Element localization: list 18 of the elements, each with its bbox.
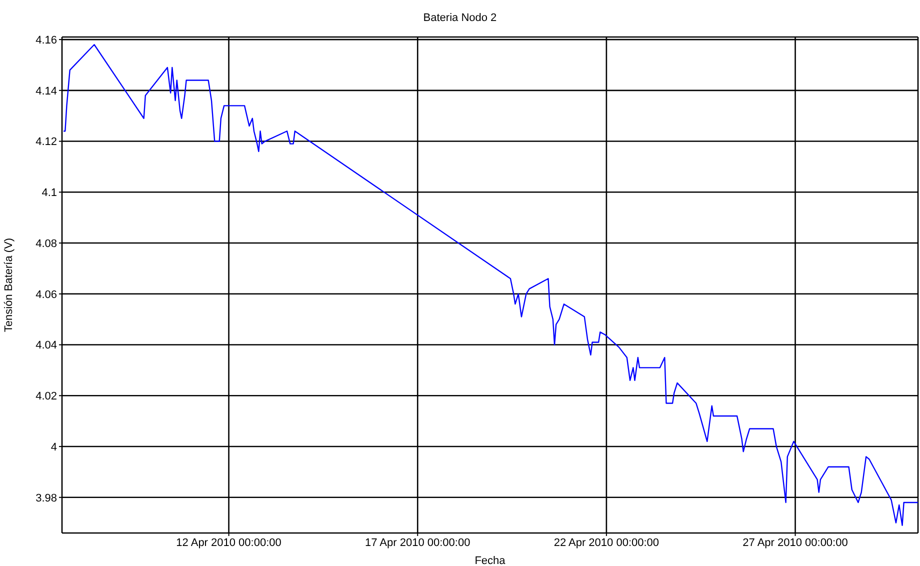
y-tick-label: 4.14 [36, 85, 57, 98]
y-tick-label: 4.08 [36, 238, 57, 250]
x-axis-title: Fecha [474, 555, 506, 566]
y-axis-title: Tensión Batería (V) [2, 238, 15, 332]
x-tick-label: 17 Apr 2010 00:00:00 [365, 536, 470, 549]
y-tick-label: 4.06 [36, 288, 57, 301]
y-tick-label: 3.98 [36, 492, 57, 504]
y-tick-label: 4.1 [42, 187, 57, 200]
x-tick-label: 27 Apr 2010 00:00:00 [742, 536, 848, 549]
x-tick-label: 22 Apr 2010 00:00:00 [554, 536, 660, 549]
y-tick-label: 4.12 [36, 136, 57, 148]
y-tick-label: 4 [50, 441, 57, 454]
line-series [62, 44, 918, 526]
chart-title: Bateria Nodo 2 [422, 12, 498, 24]
y-tick-label: 4.02 [36, 390, 57, 403]
y-tick-label: 4.04 [36, 340, 57, 352]
y-tick-label: 4.16 [36, 34, 57, 46]
x-tick-label: 12 Apr 2010 00:00:00 [176, 536, 282, 549]
